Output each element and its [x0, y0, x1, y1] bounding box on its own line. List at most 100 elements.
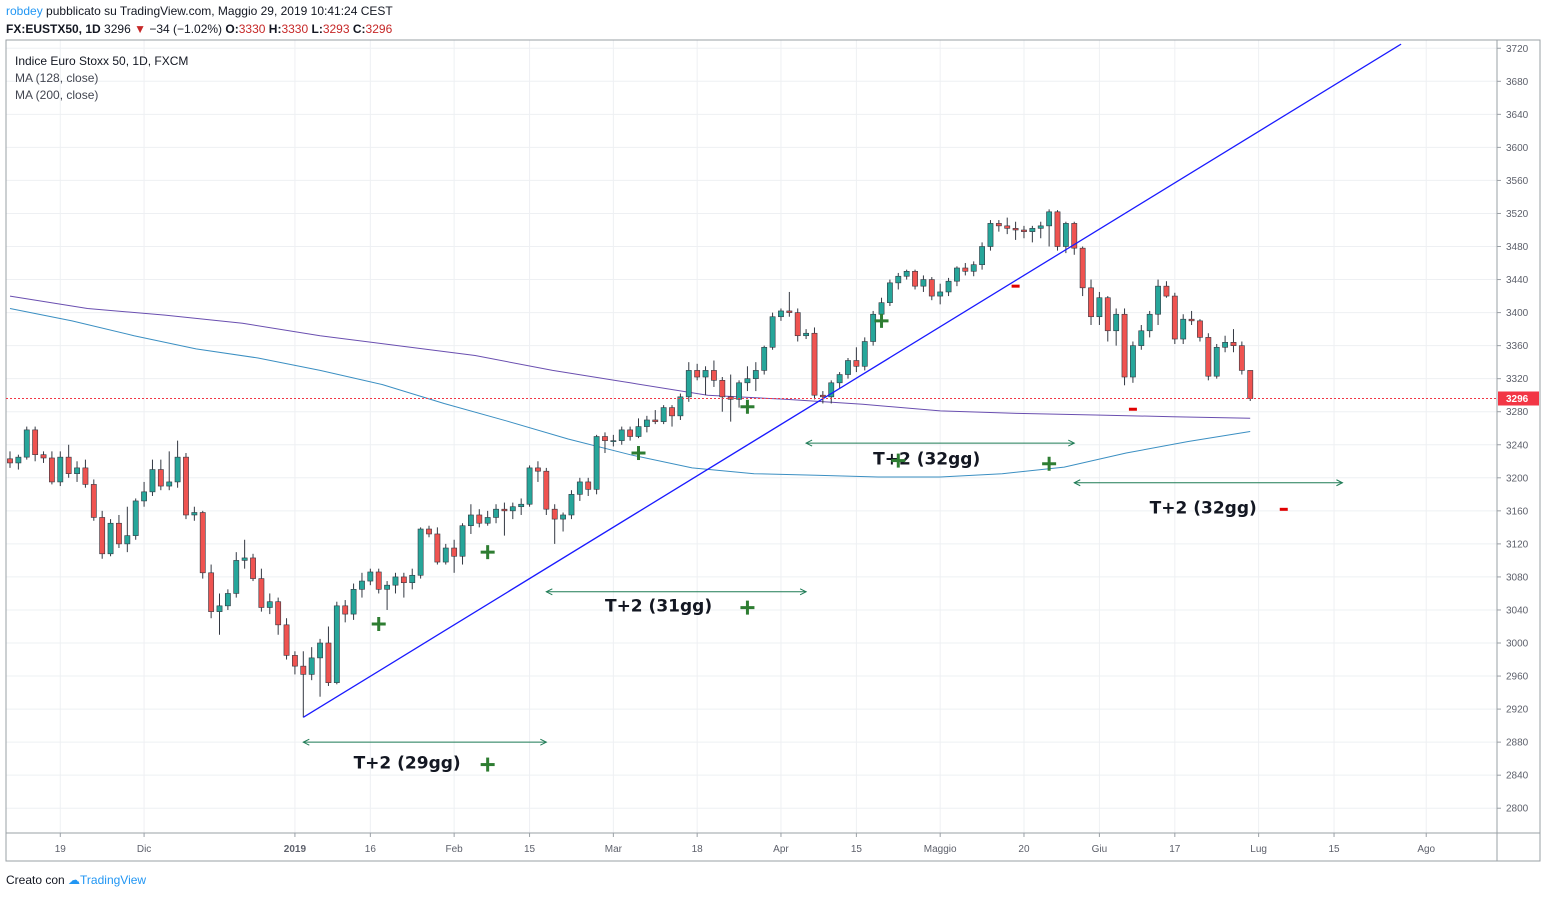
plus-marker [631, 446, 646, 461]
plus-marker [371, 617, 386, 632]
down-arrow-icon: ▼ [134, 22, 146, 36]
candle [258, 568, 265, 612]
candle [1146, 310, 1153, 338]
tradingview-link[interactable]: TradingView [80, 873, 147, 887]
plus-marker [480, 545, 495, 560]
last-price-label: 3296 [1506, 394, 1529, 405]
author-link[interactable]: robdey [6, 4, 43, 18]
candle-body [1071, 223, 1078, 249]
x-tick-label: 19 [55, 844, 67, 855]
candle [342, 600, 349, 623]
span-annotation: T+2 (29gg) [302, 738, 548, 774]
x-tick-label: 2019 [284, 844, 307, 855]
y-tick-label: 2800 [1506, 804, 1529, 815]
candle [40, 451, 47, 463]
ma200-series [9, 308, 1251, 478]
candle-body [602, 436, 608, 441]
candle-body [669, 407, 675, 417]
candle [509, 502, 516, 520]
span-arrow-left [302, 738, 310, 746]
candle [166, 451, 173, 491]
candle [920, 275, 927, 292]
candle [585, 477, 592, 496]
candle [778, 308, 784, 321]
candle [451, 539, 458, 573]
span-label: T+2 (32gg) [873, 450, 980, 470]
candle [409, 568, 416, 590]
candle-body [308, 657, 315, 675]
candle-body [635, 426, 642, 437]
candle [442, 543, 449, 565]
candle [333, 601, 340, 685]
candle-body [74, 467, 80, 474]
candle-body [719, 380, 726, 398]
y-tick-label: 3280 [1506, 407, 1529, 418]
candle-body [149, 469, 156, 493]
candlestick-chart[interactable]: T+2 (29gg) T+2 (31gg) T+2 (32gg) T+2 (32gg)… [0, 0, 1546, 870]
candle-body [878, 302, 885, 315]
candle-body [627, 429, 634, 437]
candle [1205, 333, 1212, 381]
high-value: 3330 [281, 22, 309, 36]
candle [518, 498, 525, 515]
tradingview-logo-icon[interactable]: ☁ [68, 873, 81, 887]
candle-body [317, 642, 323, 659]
candle [912, 269, 918, 290]
candle [241, 539, 248, 569]
candle-body [325, 642, 332, 683]
open-label: O: [225, 22, 239, 36]
candle-body [32, 429, 39, 455]
legend-title[interactable]: Indice Euro Stoxx 50, 1D, FXCM [15, 54, 189, 68]
span-annotation: T+2 (32gg) [804, 439, 1076, 470]
candle [1213, 343, 1220, 379]
candle-body [954, 267, 960, 282]
candle-body [342, 605, 349, 615]
candle [769, 312, 776, 350]
candle-body [979, 246, 985, 265]
candle [669, 405, 675, 427]
candle [1121, 308, 1128, 386]
candle [74, 461, 80, 482]
candle-body [292, 655, 298, 667]
candle [191, 506, 198, 521]
candle-body [1096, 297, 1103, 318]
x-tick-label: Dic [137, 844, 151, 855]
y-tick-label: 3000 [1506, 639, 1529, 650]
candle-body [1130, 345, 1136, 378]
candle-body [1062, 223, 1069, 247]
candle [7, 451, 13, 468]
candle-body [258, 578, 265, 608]
candle-body [107, 522, 114, 555]
open-value: 3330 [238, 22, 266, 36]
candle [292, 651, 298, 675]
candle [987, 220, 994, 251]
candle-body [459, 525, 466, 557]
candle-body [794, 312, 801, 337]
candle [367, 568, 374, 586]
candle-body [124, 535, 131, 545]
candle-body [1054, 211, 1061, 247]
candle [652, 410, 659, 425]
legend-ma128[interactable]: MA (128, close) [15, 71, 99, 85]
candle [208, 564, 215, 619]
candle-body [861, 341, 868, 367]
plus-marker [874, 313, 889, 328]
candle [543, 467, 550, 515]
high-label: H: [268, 22, 282, 36]
candle [618, 426, 625, 445]
x-tick-label: Giu [1092, 844, 1108, 855]
publish-text: pubblicato su TradingView.com, Maggio 29… [46, 4, 393, 18]
candle [937, 283, 944, 305]
legend-ma200[interactable]: MA (200, close) [15, 88, 99, 102]
candle [57, 451, 64, 487]
candle [677, 393, 684, 420]
candle [836, 372, 843, 389]
candle-body [451, 547, 458, 557]
candle [719, 377, 726, 412]
candle [317, 638, 323, 697]
candle-body [375, 571, 382, 590]
y-tick-label: 3560 [1506, 176, 1529, 187]
trendline[interactable] [302, 43, 1402, 718]
x-tick-label: 16 [365, 844, 377, 855]
candle [928, 277, 935, 301]
